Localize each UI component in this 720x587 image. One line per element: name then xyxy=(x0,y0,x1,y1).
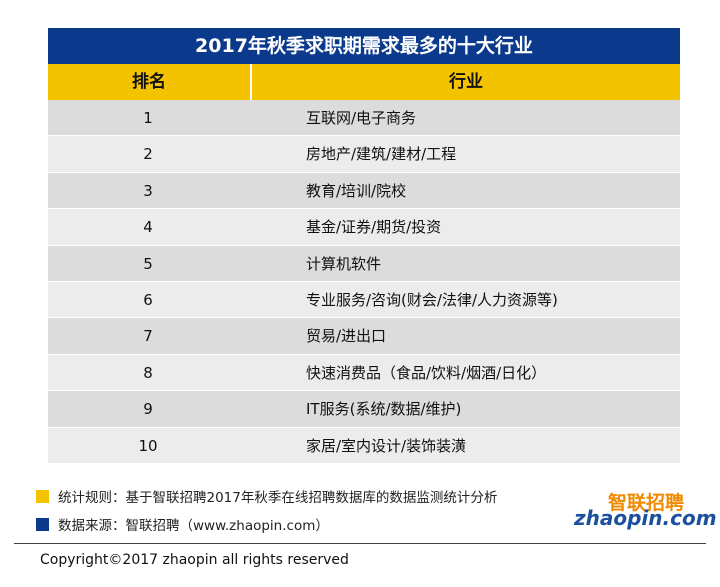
table-row xyxy=(48,427,680,463)
rank-cell: 6 xyxy=(143,291,153,309)
rank-cell: 3 xyxy=(143,181,153,200)
industry-cell: 房地产/建筑/建材/工程 xyxy=(306,145,457,164)
industry-cell: 计算机软件 xyxy=(306,254,382,273)
rank-cell: 8 xyxy=(143,363,153,382)
industry-cell: 专业服务/咨询(财会/法律/人力资源等) xyxy=(306,291,558,309)
table-row xyxy=(48,245,680,281)
industry-cell: 家居/室内设计/装饰装潢 xyxy=(306,436,467,455)
table-row xyxy=(48,136,680,172)
note: 数据来源：智联招聘（www.zhaopin.com） xyxy=(58,518,329,534)
rank-cell: 4 xyxy=(143,218,153,237)
rank-cell: 10 xyxy=(138,436,158,455)
note-bullet xyxy=(36,490,49,503)
logo-domain: zhaopin.com xyxy=(574,506,717,530)
industry-cell: 快速消费品（食品/饮料/烟酒/日化） xyxy=(306,363,547,382)
rank-cell: 5 xyxy=(143,254,153,273)
rank-cell: 1 xyxy=(143,109,153,127)
table-row xyxy=(48,209,680,245)
industry-cell: 互联网/电子商务 xyxy=(306,109,417,127)
table-title: 2017年秋季求职期需求最多的十大行业 xyxy=(48,28,680,64)
table-row xyxy=(48,318,680,354)
rank-cell: 7 xyxy=(143,327,153,346)
rank-cell: 2 xyxy=(143,145,153,164)
table-row xyxy=(48,354,680,391)
industry-cell: 贸易/进出口 xyxy=(306,327,387,346)
note: 统计规则：基于智联招聘2017年秋季在线招聘数据库的数据监测统计分析 xyxy=(58,490,498,506)
divider xyxy=(14,543,706,544)
note-bullet xyxy=(36,518,49,531)
header-cell: 行业 xyxy=(252,64,680,100)
industry-cell: 教育/培训/院校 xyxy=(306,181,407,200)
industry-cell: IT服务(系统/数据/维护) xyxy=(306,400,462,419)
table-row xyxy=(48,100,680,136)
table-row xyxy=(48,172,680,209)
copyright: Copyright©2017 zhaopin all rights reserv… xyxy=(40,552,349,568)
logo-name: 智联招聘 xyxy=(608,492,685,514)
industry-cell: 基金/证券/期货/投资 xyxy=(306,218,442,237)
table-row xyxy=(48,282,680,318)
table-row xyxy=(48,391,680,427)
rank-cell: 9 xyxy=(143,400,153,419)
header-cell: 排名 xyxy=(48,64,250,100)
